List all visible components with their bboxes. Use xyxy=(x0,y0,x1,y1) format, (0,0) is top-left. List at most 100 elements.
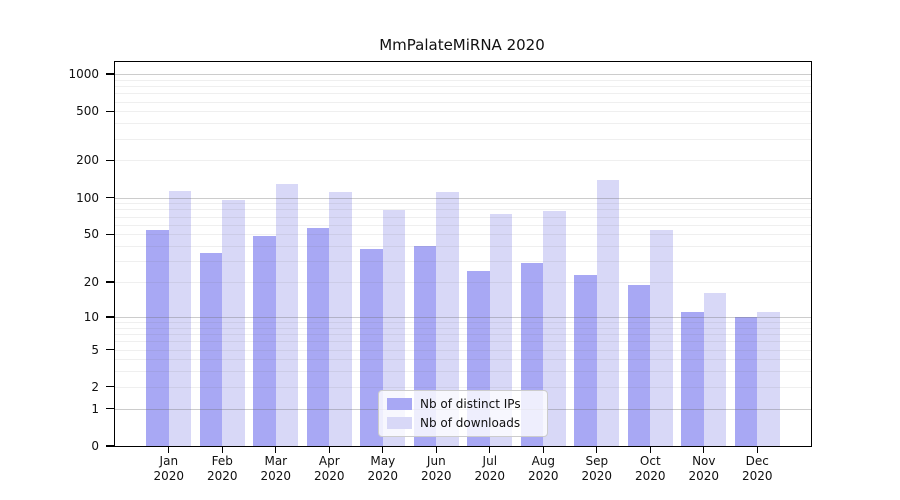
y-tick-200 xyxy=(106,159,114,162)
x-label-dec: Dec 2020 xyxy=(742,454,773,483)
gridline-minor-50 xyxy=(115,234,811,236)
legend-item-distinct-ips: Nb of distinct IPs xyxy=(387,397,539,411)
y-tick-5 xyxy=(106,348,114,351)
gridline-minor-600 xyxy=(115,101,811,103)
x-tick-sep xyxy=(596,447,598,453)
y-tick-label-100: 100 xyxy=(76,190,99,205)
gridline-minor-9 xyxy=(115,322,811,323)
y-tick-label-1000: 1000 xyxy=(68,67,99,81)
bar-distinct-ips-mar xyxy=(253,236,276,446)
bar-distinct-ips-may xyxy=(360,248,383,446)
bar-downloads-jan xyxy=(168,191,192,446)
gridline-minor-40 xyxy=(115,246,811,247)
gridline-major-1000 xyxy=(115,74,811,75)
x-tick-jul xyxy=(489,447,491,453)
legend-label-downloads: Nb of downloads xyxy=(420,416,521,430)
y-tick-label-0: 0 xyxy=(91,439,99,453)
gridline-minor-200 xyxy=(115,160,811,162)
gridline-minor-30 xyxy=(115,261,811,263)
y-tick-1000 xyxy=(106,73,114,75)
x-tick-dec xyxy=(756,447,758,453)
x-tick-apr xyxy=(328,447,330,453)
y-tick-label-500: 500 xyxy=(76,104,99,119)
x-label-jul: Jul 2020 xyxy=(474,454,506,483)
bar-distinct-ips-feb xyxy=(199,253,223,446)
bar-distinct-ips-jan xyxy=(146,230,169,446)
gridline-minor-80 xyxy=(115,209,811,211)
x-label-may: May 2020 xyxy=(367,454,399,483)
gridline-minor-6 xyxy=(115,341,811,343)
gridline-minor-20 xyxy=(115,282,811,284)
y-tick-100 xyxy=(106,196,114,199)
x-label-sep: Sep 2020 xyxy=(581,454,613,483)
y-tick-label-10: 10 xyxy=(83,309,99,324)
bar-downloads-oct xyxy=(650,230,673,446)
x-label-feb: Feb 2020 xyxy=(207,454,238,483)
y-tick-label-20: 20 xyxy=(83,275,99,290)
gridline-minor-2 xyxy=(115,386,811,388)
bar-downloads-mar xyxy=(275,184,299,446)
x-label-apr: Apr 2020 xyxy=(314,454,345,483)
x-tick-jun xyxy=(435,447,437,453)
x-label-mar: Mar 2020 xyxy=(260,454,292,483)
bar-downloads-apr xyxy=(329,191,352,446)
x-label-nov: Nov 2020 xyxy=(688,454,720,483)
gridline-minor-800 xyxy=(115,86,811,87)
bar-downloads-dec xyxy=(757,312,780,446)
legend-swatch-downloads xyxy=(387,417,412,429)
y-tick-label-2: 2 xyxy=(91,379,99,394)
gridline-minor-90 xyxy=(115,203,811,205)
gridline-minor-500 xyxy=(115,111,811,113)
y-tick-50 xyxy=(106,233,114,235)
x-tick-jan xyxy=(168,447,170,453)
y-tick-500 xyxy=(106,110,114,112)
x-label-aug: Aug 2020 xyxy=(528,454,559,483)
y-tick-1 xyxy=(106,408,114,410)
bar-downloads-nov xyxy=(703,293,727,446)
gridline-major-10 xyxy=(115,316,811,318)
gridline-minor-4 xyxy=(115,359,811,361)
y-tick-label-200: 200 xyxy=(76,153,99,168)
gridline-minor-5 xyxy=(115,349,811,351)
plot-area: 0 1 2 5 10 20 50 100 200 500 1000 Jan 2020 Feb 2020 Ma… xyxy=(68,61,812,483)
y-tick-label-5: 5 xyxy=(91,342,99,357)
y-tick-label-1: 1 xyxy=(91,401,99,416)
gridline-minor-900 xyxy=(115,79,811,81)
y-tick-2 xyxy=(106,386,114,388)
x-label-jan: Jan 2020 xyxy=(153,454,185,483)
x-tick-oct xyxy=(649,447,651,453)
x-tick-nov xyxy=(703,447,705,453)
x-tick-feb xyxy=(221,447,223,453)
gridline-minor-7 xyxy=(115,334,811,335)
gridline-minor-400 xyxy=(115,123,811,125)
x-label-jun: Jun 2020 xyxy=(421,454,452,483)
bar-distinct-ips-apr xyxy=(306,228,330,446)
bar-distinct-ips-dec xyxy=(734,316,758,446)
x-tick-aug xyxy=(542,447,544,453)
gridline-major-100 xyxy=(115,197,811,199)
bar-distinct-ips-sep xyxy=(574,274,597,446)
gridline-minor-8 xyxy=(115,327,811,329)
bar-downloads-feb xyxy=(222,200,245,446)
bar-downloads-aug xyxy=(543,211,566,446)
x-tick-mar xyxy=(275,447,277,453)
y-tick-10 xyxy=(106,316,114,318)
legend-swatch-distinct-ips xyxy=(387,398,412,410)
gridline-minor-700 xyxy=(115,93,811,95)
y-tick-0 xyxy=(106,445,114,447)
y-tick-20 xyxy=(106,281,114,283)
gridline-minor-3 xyxy=(115,371,811,373)
legend: Nb of distinct IPs Nb of downloads xyxy=(378,390,548,437)
y-tick-label-50: 50 xyxy=(83,227,99,242)
bar-downloads-may xyxy=(382,210,406,446)
x-tick-may xyxy=(382,447,384,453)
bar-downloads-jun xyxy=(436,192,459,446)
bar-distinct-ips-nov xyxy=(681,312,704,446)
gridline-minor-60 xyxy=(115,224,811,226)
legend-item-downloads: Nb of downloads xyxy=(387,416,539,430)
legend-label-distinct-ips: Nb of distinct IPs xyxy=(420,397,521,411)
gridline-minor-300 xyxy=(115,138,811,140)
x-label-oct: Oct 2020 xyxy=(635,454,666,483)
bar-downloads-sep xyxy=(596,179,620,446)
